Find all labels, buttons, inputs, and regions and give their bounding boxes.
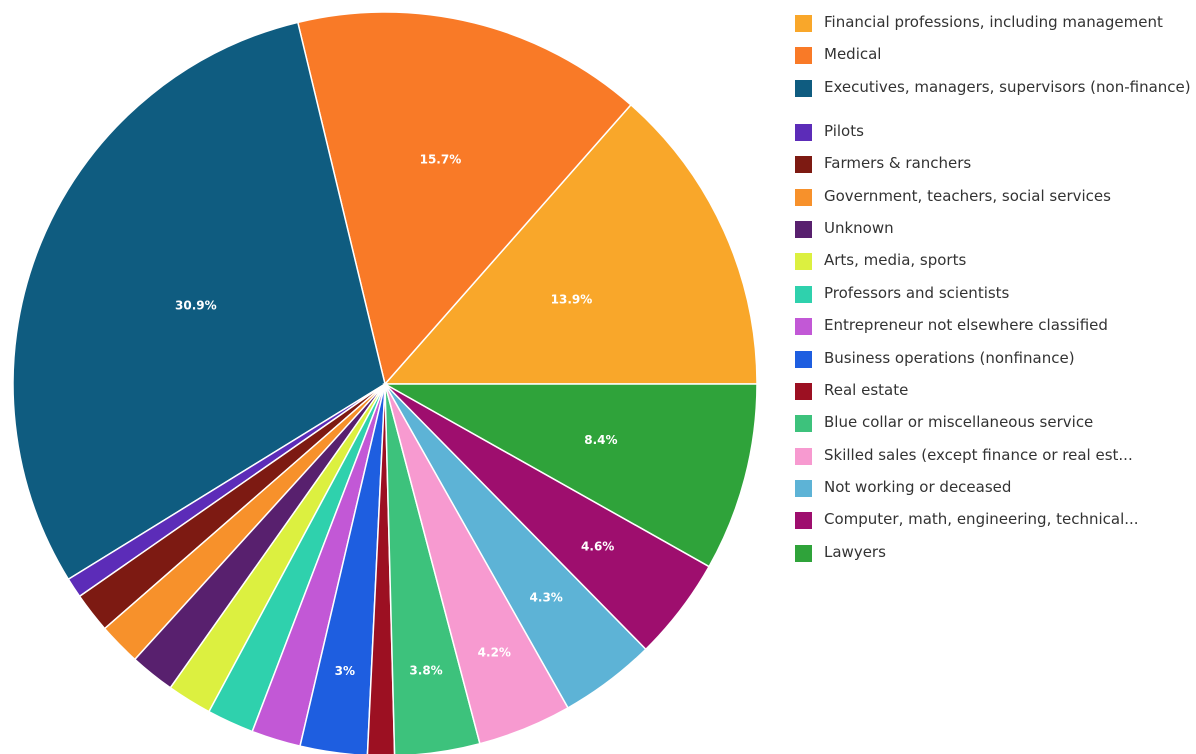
legend-swatch	[795, 544, 812, 562]
legend-swatch	[795, 79, 812, 97]
pie-slice-3[interactable]	[12, 21, 386, 581]
legend-swatch	[795, 253, 812, 271]
slice-label-11: 3%	[335, 664, 355, 678]
legend-label: Not working or deceased	[824, 478, 1012, 497]
legend-swatch	[795, 188, 812, 206]
pie-slice-17[interactable]	[382, 383, 758, 568]
legend-item-12[interactable]: Real estate	[795, 380, 1193, 412]
pie-slices	[12, 11, 758, 754]
legend: Financial professions, including managem…	[795, 12, 1193, 574]
legend-label: Computer, math, engineering, technical..…	[824, 510, 1139, 529]
legend-item-14[interactable]: Skilled sales (except finance or real es…	[795, 445, 1193, 477]
legend-label: Lawyers	[824, 542, 886, 561]
legend-swatch	[795, 318, 812, 336]
legend-swatch	[795, 480, 812, 498]
legend-label: Unknown	[824, 218, 894, 237]
legend-swatch	[795, 47, 812, 65]
legend-item-7[interactable]: Unknown	[795, 218, 1193, 250]
legend-swatch	[795, 15, 812, 32]
legend-item-11[interactable]: Business operations (nonfinance)	[795, 348, 1193, 380]
legend-swatch	[795, 512, 812, 530]
legend-item-5[interactable]: Farmers & ranchers	[795, 153, 1193, 185]
slice-label-1: 13.9%	[551, 292, 593, 306]
legend-item-15[interactable]: Not working or deceased	[795, 477, 1193, 509]
legend-item-13[interactable]: Blue collar or miscellaneous service	[795, 412, 1193, 444]
legend-label: Real estate	[824, 380, 909, 399]
pie-slice-11[interactable]	[299, 383, 386, 754]
slice-label-13: 3.8%	[409, 664, 442, 678]
slice-label-3: 30.9%	[175, 299, 217, 313]
pie-slice-12[interactable]	[366, 383, 396, 754]
legend-swatch	[795, 415, 812, 433]
legend-swatch	[795, 156, 812, 174]
legend-label: Financial professions, including managem…	[824, 13, 1163, 31]
legend-label: Medical	[824, 45, 882, 64]
legend-item-6[interactable]: Government, teachers, social services	[795, 186, 1193, 218]
legend-item-1[interactable]: Financial professions, including managem…	[795, 12, 1193, 44]
legend-swatch	[795, 285, 812, 303]
legend-swatch	[795, 447, 812, 465]
legend-item-3[interactable]: Executives, managers, supervisors (non-f…	[795, 77, 1193, 121]
legend-swatch	[795, 350, 812, 368]
legend-swatch	[795, 382, 812, 400]
pie-chart: 13.9% 15.7% 30.9% 3% 3.8% 4.2% 4.3% 4.6% 8.4%	[12, 11, 758, 754]
slice-label-14: 4.2%	[478, 645, 511, 659]
legend-label: Arts, media, sports	[824, 251, 967, 270]
legend-item-17[interactable]: Lawyers	[795, 542, 1193, 574]
pie-slice-1[interactable]	[383, 103, 758, 385]
legend-label: Business operations (nonfinance)	[824, 348, 1075, 367]
legend-swatch	[795, 123, 812, 141]
legend-item-2[interactable]: Medical	[795, 44, 1193, 76]
legend-label: Blue collar or miscellaneous service	[824, 413, 1094, 432]
legend-item-10[interactable]: Entrepreneur not elsewhere classified	[795, 315, 1193, 347]
slice-label-2: 15.7%	[420, 153, 462, 167]
legend-label: Government, teachers, social services	[824, 186, 1111, 205]
legend-label: Farmers & ranchers	[824, 154, 972, 173]
pie-slice-2[interactable]	[296, 11, 632, 386]
legend-label: Executives, managers, supervisors (non-f…	[824, 77, 1191, 96]
legend-item-4[interactable]: Pilots	[795, 121, 1193, 153]
pie-slice-labels: 13.9% 15.7% 30.9% 3% 3.8% 4.2% 4.3% 4.6% 8.4%	[175, 153, 618, 678]
legend-item-9[interactable]: Professors and scientists	[795, 283, 1193, 315]
legend-label: Skilled sales (except finance or real es…	[824, 445, 1133, 464]
slice-label-15: 4.3%	[530, 590, 563, 604]
legend-label: Professors and scientists	[824, 283, 1010, 302]
legend-item-8[interactable]: Arts, media, sports	[795, 250, 1193, 282]
legend-swatch	[795, 220, 812, 238]
legend-label: Pilots	[824, 121, 864, 140]
legend-label: Entrepreneur not elsewhere classified	[824, 316, 1108, 335]
slice-label-17: 8.4%	[584, 433, 617, 447]
legend-item-16[interactable]: Computer, math, engineering, technical..…	[795, 509, 1193, 541]
slice-label-16: 4.6%	[581, 539, 614, 553]
